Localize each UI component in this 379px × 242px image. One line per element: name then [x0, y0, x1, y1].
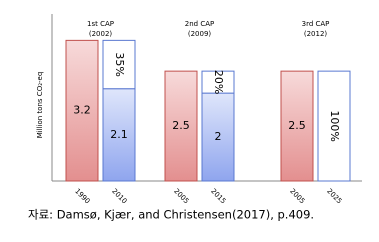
x-tick-label: 2010: [110, 187, 128, 205]
annotation: (2002): [89, 30, 113, 38]
reduction-label: 35%: [113, 52, 126, 76]
annotation: 3rd CAP: [302, 20, 330, 28]
x-tick-label: 2005: [172, 187, 190, 205]
bar: [201, 92, 235, 182]
value-label: 2.1: [110, 128, 128, 141]
value-label: 2.5: [172, 119, 190, 132]
reduction-box: [102, 39, 136, 90]
x-tick-label: 2025: [325, 187, 343, 205]
source: 자료: Damsø, Kjær, and Christensen(2017), …: [28, 208, 314, 222]
reduction-label: 20%: [212, 70, 225, 94]
reduction-label: 100%: [328, 110, 341, 141]
bar: [65, 39, 99, 182]
x-tick-label: 1990: [73, 187, 91, 205]
x-tick-label: 2015: [209, 187, 227, 205]
y-axis-label: Million tons CO₂-eq: [36, 72, 44, 139]
value-label: 2: [215, 130, 222, 143]
annotation: 1st CAP: [87, 20, 114, 28]
value-label: 3.2: [73, 104, 91, 117]
annotation: (2012): [304, 30, 328, 38]
reduction-box: [317, 70, 351, 182]
value-label: 2.5: [288, 119, 306, 132]
bar: [164, 70, 198, 182]
x-tick-label: 2005: [288, 187, 306, 205]
reduction-box: [201, 70, 235, 94]
bar: [280, 70, 314, 182]
annotation: (2009): [188, 30, 212, 38]
annotation: 2nd CAP: [185, 20, 214, 28]
